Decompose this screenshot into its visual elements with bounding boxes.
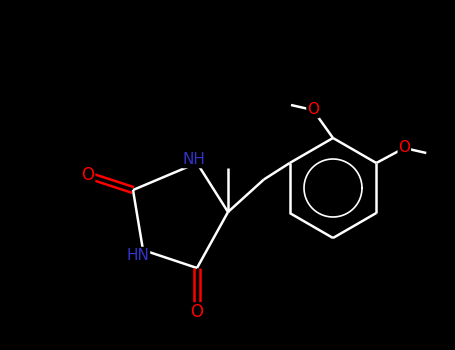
Text: O: O [398, 140, 410, 155]
Text: O: O [191, 303, 203, 321]
Text: HN: HN [126, 247, 149, 262]
Text: O: O [307, 103, 319, 118]
Text: O: O [81, 166, 95, 184]
Text: NH: NH [182, 153, 206, 168]
